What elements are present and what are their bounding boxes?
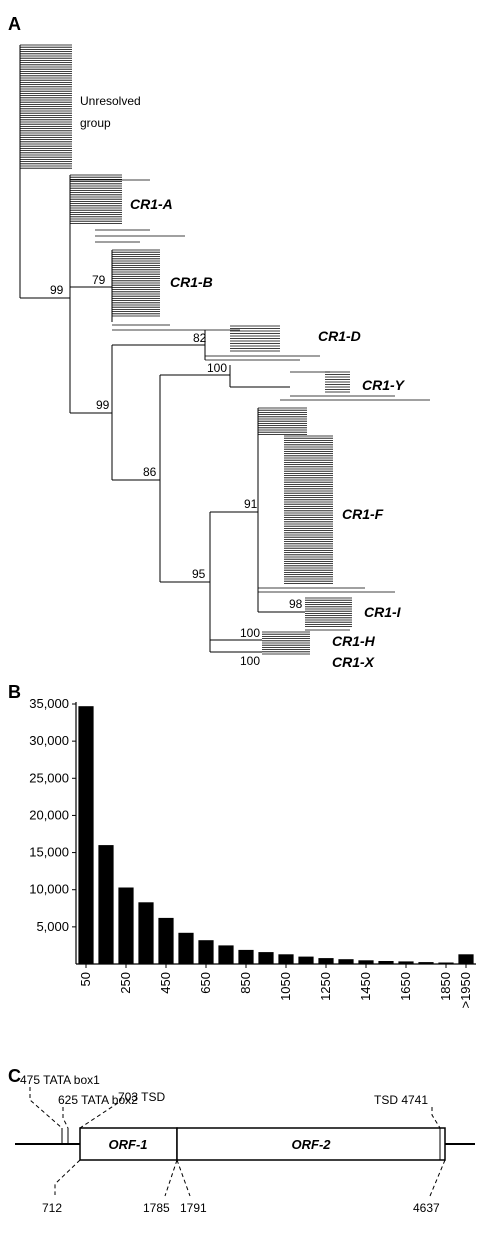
- bootstrap-root: 99: [50, 283, 64, 297]
- x-tick-label: 1050: [278, 972, 293, 1001]
- tree-terminal-branches: [70, 179, 430, 631]
- pos-1785-leader: [164, 1159, 178, 1197]
- clade-block-cr1-b: [112, 249, 160, 317]
- x-tick-label: 1250: [318, 972, 333, 1001]
- tata-box2-label: 625 TATA box2: [58, 1093, 138, 1107]
- histogram-bar: [158, 917, 174, 964]
- bootstrap-f: 91: [244, 497, 258, 511]
- y-tick-label: 25,000: [29, 770, 69, 785]
- pos-1785-label: 1785: [143, 1201, 170, 1215]
- bootstrap-d: 82: [193, 331, 207, 345]
- clade-block-cr1-i: [305, 597, 352, 627]
- bootstrap-mid: 86: [143, 465, 157, 479]
- x-tick-label: 1450: [358, 972, 373, 1001]
- clade-block-cr1-d: [230, 325, 280, 352]
- tsd-left-label: 703 TSD: [118, 1090, 165, 1104]
- clade-label-cr1-h: CR1-H: [332, 633, 376, 649]
- histogram-bar: [398, 961, 414, 964]
- y-tick-label: 35,000: [29, 696, 69, 711]
- histogram-bar: [138, 902, 154, 964]
- pos-712-leader: [54, 1159, 81, 1195]
- tata-box1-label: 475 TATA box1: [20, 1073, 100, 1087]
- clade-label-cr1-x: CR1-X: [332, 654, 376, 670]
- histogram-bar: [198, 940, 214, 964]
- clade-block-cr1-hx: [262, 631, 310, 655]
- x-tick-label: 850: [238, 972, 253, 994]
- histogram-bar: [238, 949, 254, 964]
- unresolved-group-label-line1: Unresolved: [80, 94, 141, 108]
- histogram-bar: [178, 932, 194, 964]
- y-tick-label: 10,000: [29, 882, 69, 897]
- x-tick-label: 450: [158, 972, 173, 994]
- y-tick-label: 5,000: [36, 919, 69, 934]
- tata2-leader: [62, 1107, 69, 1129]
- pos-712-label: 712: [42, 1201, 62, 1215]
- clade-block-cr1-y: [325, 371, 350, 393]
- histogram-bar: [258, 952, 274, 964]
- histogram-bar: [298, 956, 314, 964]
- bootstrap-fih: 95: [192, 567, 206, 581]
- x-tick-label: 650: [198, 972, 213, 994]
- histogram-bar: [418, 962, 434, 964]
- clade-label-cr1-i: CR1-I: [364, 604, 402, 620]
- bootstrap-main: 99: [96, 398, 110, 412]
- clade-label-cr1-d: CR1-D: [318, 328, 361, 344]
- histogram-bar: [278, 954, 294, 964]
- panel-c-label: C: [8, 1066, 21, 1086]
- tree-clade-blocks: [20, 44, 430, 655]
- bootstrap-h: 100: [240, 626, 260, 640]
- bootstrap-dy: 100: [207, 361, 227, 375]
- unresolved-group-label-line2: group: [80, 116, 111, 130]
- phylogenetic-tree: [19, 45, 305, 653]
- orf-diagram: ORF-1 ORF-2 475 TATA box1 625 TATA box2 …: [15, 1073, 475, 1215]
- pos-4637-leader: [429, 1159, 446, 1197]
- clade-block-cr1-a: [70, 174, 122, 224]
- panel-b-label: B: [8, 682, 21, 702]
- histogram-bar: [438, 962, 454, 964]
- panel-a-label: A: [8, 14, 21, 34]
- histogram-bar: [458, 954, 474, 964]
- clade-block-unresolved: [20, 44, 72, 169]
- length-histogram: 5,000 10,000 15,000 20,000 25,000 30,000 35,00…: [29, 696, 476, 1009]
- clade-label-cr1-y: CR1-Y: [362, 377, 406, 393]
- pos-1791-label: 1791: [180, 1201, 207, 1215]
- x-tick-label: 1850: [438, 972, 453, 1001]
- histogram-bar: [378, 961, 394, 964]
- tsd-right-label: TSD 4741: [374, 1093, 428, 1107]
- clade-label-cr1-b: CR1-B: [170, 274, 213, 290]
- histogram-bar: [78, 706, 94, 964]
- bootstrap-i: 98: [289, 597, 303, 611]
- x-tick-label: 250: [118, 972, 133, 994]
- orf2-label: ORF-2: [292, 1137, 332, 1152]
- clade-label-cr1-f: CR1-F: [342, 506, 384, 522]
- clade-block-cr1-f: [284, 435, 333, 584]
- histogram-bar: [218, 945, 234, 964]
- x-tick-label: 1650: [398, 972, 413, 1001]
- clade-block-cr1-f-upper: [258, 407, 307, 435]
- histogram-bar: [118, 887, 134, 964]
- histogram-bar: [338, 959, 354, 964]
- y-tick-label: 30,000: [29, 733, 69, 748]
- orf2-box: [176, 1127, 446, 1161]
- orf1-label: ORF-1: [109, 1137, 148, 1152]
- histogram-bar: [358, 960, 374, 964]
- pos-1791-leader: [176, 1159, 191, 1197]
- tsd-right-leader: [431, 1107, 441, 1129]
- orf1-box: [79, 1127, 178, 1161]
- histogram-bar: [98, 845, 114, 964]
- tsd-left-leader: [79, 1102, 119, 1129]
- clade-label-cr1-a: CR1-A: [130, 196, 173, 212]
- y-tick-label: 20,000: [29, 807, 69, 822]
- x-tick-label: >1950: [458, 972, 473, 1009]
- bootstrap-x: 100: [240, 654, 260, 668]
- histogram-bar: [318, 958, 334, 964]
- x-tick-label: 50: [78, 972, 93, 986]
- y-tick-label: 15,000: [29, 845, 69, 860]
- pos-4637-label: 4637: [413, 1201, 440, 1215]
- bootstrap-b: 79: [92, 273, 106, 287]
